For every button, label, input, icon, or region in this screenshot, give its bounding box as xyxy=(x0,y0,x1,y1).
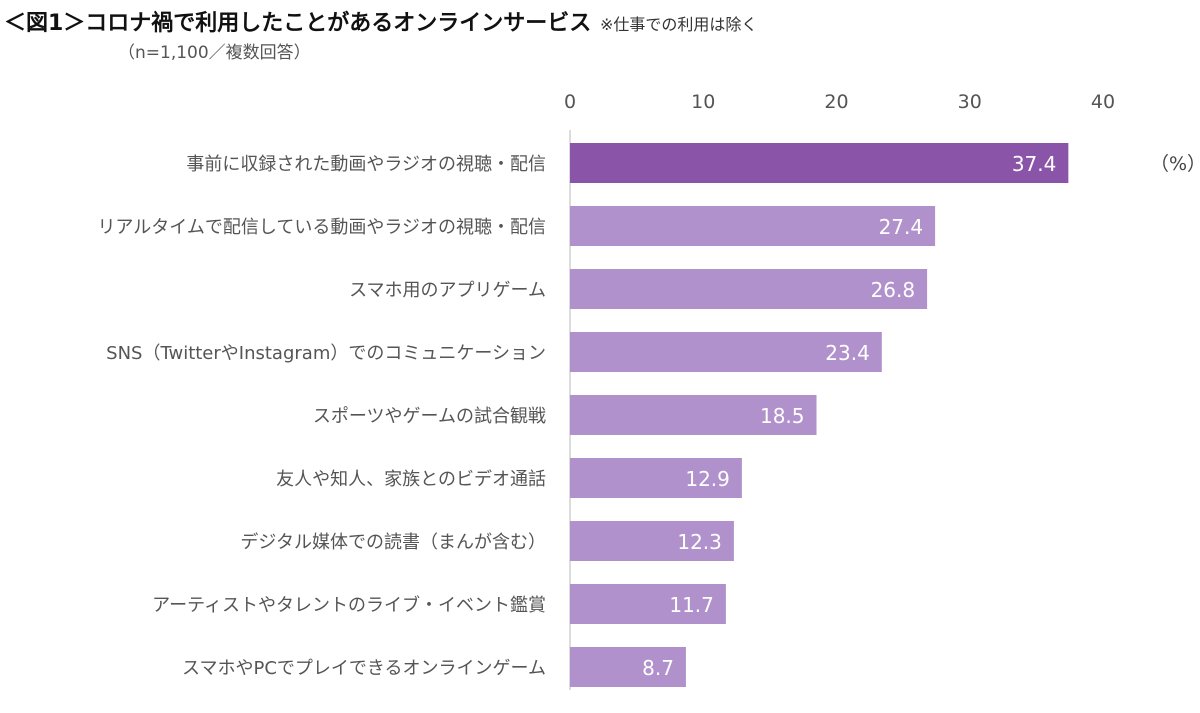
data-label: 27.4 xyxy=(879,215,924,239)
bar xyxy=(570,647,686,687)
x-tick-label: 20 xyxy=(824,91,848,113)
bar xyxy=(570,521,734,561)
category-label: スマホやPCでプレイできるオンラインゲーム xyxy=(182,658,546,679)
category-label: スポーツやゲームの試合観戦 xyxy=(313,406,546,427)
data-label: 12.3 xyxy=(677,530,722,554)
bar xyxy=(570,458,742,498)
bar xyxy=(570,584,726,624)
category-label: 友人や知人、家族とのビデオ通話 xyxy=(276,469,546,490)
data-label: 11.7 xyxy=(669,593,714,617)
category-label: デジタル媒体での読書（まんが含む） xyxy=(240,532,546,553)
bar xyxy=(570,206,936,246)
x-tick-label: 30 xyxy=(958,91,982,113)
data-label: 8.7 xyxy=(642,656,674,680)
x-tick-label: 40 xyxy=(1091,91,1115,113)
category-label: 事前に収録された動画やラジオの視聴・配信 xyxy=(186,154,546,175)
category-label: アーティストやタレントのライブ・イベント鑑賞 xyxy=(152,594,546,616)
category-label: リアルタイムで配信している動画やラジオの視聴・配信 xyxy=(97,217,546,238)
category-label: スマホ用のアプリゲーム xyxy=(349,280,546,301)
unit-label: （%） xyxy=(1150,153,1200,175)
data-label: 23.4 xyxy=(825,341,870,365)
x-tick-label: 0 xyxy=(564,91,576,113)
bar xyxy=(570,269,928,309)
bar xyxy=(570,395,817,435)
category-label: SNS（TwitterやInstagram）でのコミュニケーション xyxy=(106,343,546,364)
bar xyxy=(570,332,882,372)
data-label: 26.8 xyxy=(871,278,916,302)
x-tick-label: 10 xyxy=(691,91,715,113)
bar xyxy=(570,143,1069,183)
chart-note: ※仕事での利用は除く xyxy=(600,15,757,34)
data-label: 12.9 xyxy=(685,467,730,491)
chart-title: ＜図1＞コロナ禍で利用したことがあるオンラインサービス xyxy=(4,10,591,36)
chart-subtitle: （n=1,100／複数回答） xyxy=(118,43,311,63)
data-label: 18.5 xyxy=(760,404,805,428)
data-label: 37.4 xyxy=(1012,152,1057,176)
